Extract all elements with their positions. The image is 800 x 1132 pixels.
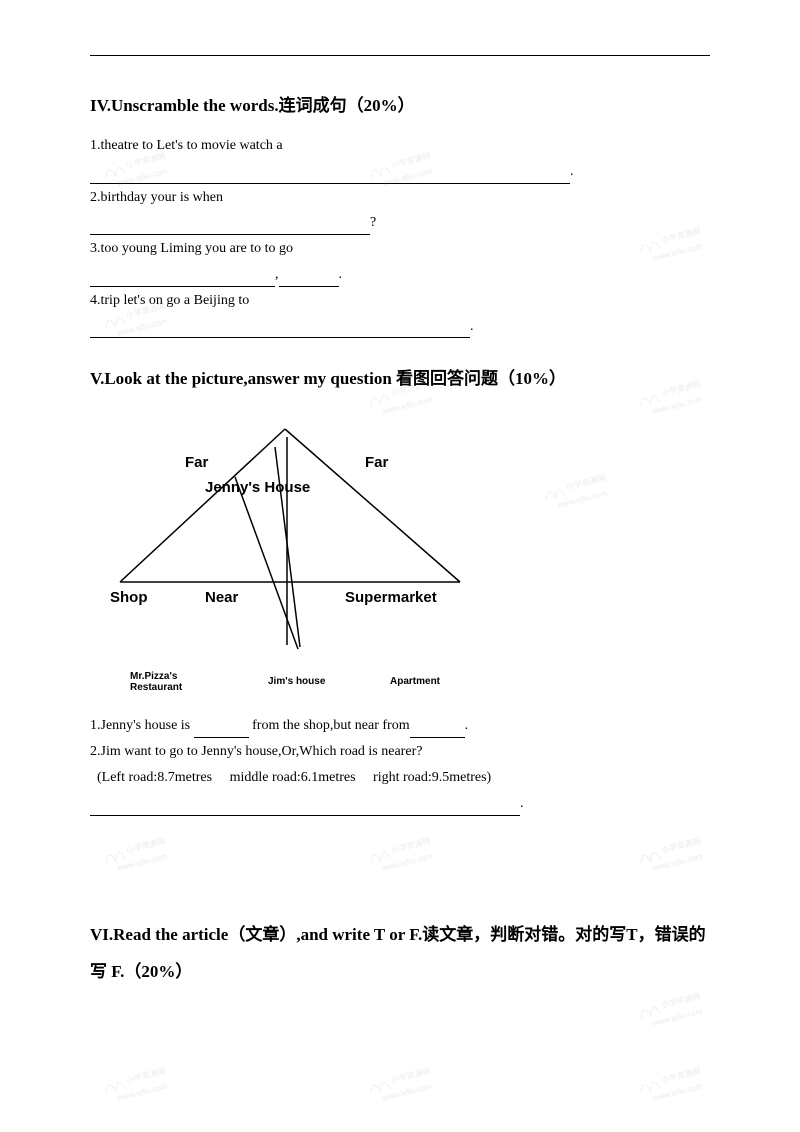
label-shop: Shop: [110, 589, 148, 606]
q4-prompt: 4.trip let's on go a Beijing to: [90, 289, 710, 313]
svg-text:www.xj5u.com: www.xj5u.com: [380, 1082, 433, 1103]
watermark: 小学资源网www.xj5u.com: [626, 1055, 723, 1116]
watermark: 小学资源网www.xj5u.com: [91, 825, 188, 886]
svg-text:www.xj5u.com: www.xj5u.com: [650, 1007, 703, 1028]
v-q2-meta: (Left road:8.7metres middle road:6.1metr…: [90, 766, 710, 790]
watermark: 小学资源网www.xj5u.com: [626, 825, 723, 886]
svg-text:小学资源网: 小学资源网: [125, 1066, 166, 1085]
label-jim: Jim's house: [268, 676, 326, 687]
v-q1-a: 1.Jenny's house is: [90, 718, 194, 733]
watermark: 小学资源网www.xj5u.com: [356, 825, 453, 886]
svg-text:www.xj5u.com: www.xj5u.com: [650, 1082, 703, 1103]
section-v-heading: V.Look at the picture,answer my question…: [90, 364, 710, 389]
svg-text:www.xj5u.com: www.xj5u.com: [115, 852, 168, 873]
svg-text:小学资源网: 小学资源网: [390, 836, 431, 855]
svg-text:www.xj5u.com: www.xj5u.com: [380, 852, 433, 873]
svg-text:小学资源网: 小学资源网: [660, 1066, 701, 1085]
svg-text:小学资源网: 小学资源网: [125, 836, 166, 855]
v-q2: 2.Jim want to go to Jenny's house,Or,Whi…: [90, 740, 710, 764]
label-far-right: Far: [365, 454, 389, 471]
label-jenny: Jenny's House: [205, 479, 310, 496]
label-apartment: Apartment: [390, 676, 441, 687]
q2-prompt: 2.birthday your is when: [90, 186, 710, 210]
v-blank-line: .: [90, 792, 710, 816]
svg-text:www.xj5u.com: www.xj5u.com: [115, 1082, 168, 1103]
watermark: 小学资源网www.xj5u.com: [91, 1055, 188, 1116]
top-rule: [90, 55, 710, 56]
svg-text:小学资源网: 小学资源网: [660, 991, 701, 1010]
q1-prompt: 1.theatre to Let's to movie watch a: [90, 134, 710, 158]
label-supermarket: Supermarket: [345, 589, 437, 606]
watermark: 小学资源网www.xj5u.com: [356, 1055, 453, 1116]
v-q1-c: .: [465, 718, 469, 733]
q3-prompt: 3.too young Liming you are to to go: [90, 237, 710, 261]
svg-text:www.xj5u.com: www.xj5u.com: [650, 852, 703, 873]
label-pizza1: Mr.Pizza's: [130, 671, 178, 682]
v-q1: 1.Jenny's house is from the shop,but nea…: [90, 714, 710, 738]
q1-blank-line: .: [90, 160, 710, 184]
svg-text:小学资源网: 小学资源网: [660, 836, 701, 855]
q3-blank-line: ,.: [90, 263, 710, 287]
label-pizza2: Restaurant: [130, 682, 183, 693]
label-near: Near: [205, 589, 239, 606]
q4-blank-line: .: [90, 315, 710, 339]
diagram: Far Far Jenny's House Shop Near Supermar…: [90, 407, 710, 702]
svg-text:小学资源网: 小学资源网: [390, 1066, 431, 1085]
section-iv-heading: IV.Unscramble the words.连词成句（20%）: [90, 91, 710, 116]
v-q1-b: from the shop,but near from: [249, 718, 410, 733]
section-vi-heading: VI.Read the article（文章）,and write T or F…: [90, 916, 710, 991]
label-far-left: Far: [185, 454, 209, 471]
q2-blank-line: ?: [90, 211, 710, 235]
